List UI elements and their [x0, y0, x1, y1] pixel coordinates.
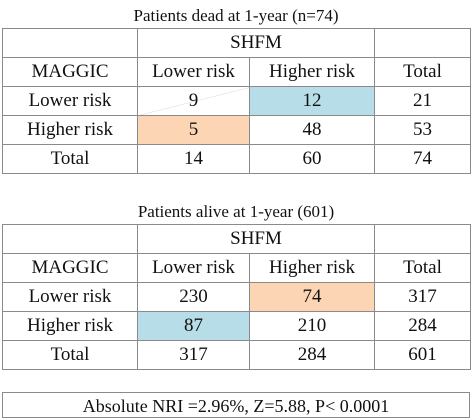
row-label: Total	[2, 144, 138, 174]
col-lower-risk: Lower risk	[137, 253, 250, 283]
col-higher-risk: Higher risk	[249, 57, 375, 87]
col-total: Total	[374, 57, 471, 87]
cell: 74	[374, 144, 471, 174]
cell-highlight-orange: 5	[137, 115, 250, 145]
cell: 14	[137, 144, 250, 174]
empty-cell	[2, 224, 138, 254]
alive-table-block: Patients alive at 1-year (601) SHFM MAGG…	[2, 200, 471, 370]
row-label: Total	[2, 340, 138, 370]
cell: 53	[374, 115, 471, 145]
empty-cell	[2, 28, 138, 58]
col-total: Total	[374, 253, 471, 283]
cell: 284	[374, 311, 471, 341]
cell: 601	[374, 340, 471, 370]
col-higher-risk: Higher risk	[249, 253, 375, 283]
shfm-header: SHFM	[137, 28, 375, 58]
cell: 317	[374, 282, 471, 312]
cell: 284	[249, 340, 375, 370]
cell: 317	[137, 340, 250, 370]
empty-cell	[374, 224, 471, 254]
cell: 21	[374, 86, 471, 116]
dead-table: SHFM MAGGIC Lower risk Higher risk Total…	[2, 28, 471, 174]
dead-table-caption: Patients dead at 1-year (n=74)	[133, 6, 339, 25]
cell: 210	[249, 311, 375, 341]
alive-table: SHFM MAGGIC Lower risk Higher risk Total…	[2, 224, 471, 370]
cell: 48	[249, 115, 375, 145]
cell: 230	[137, 282, 250, 312]
nri-footer: Absolute NRI =2.96%, Z=5.88, P< 0.0001	[2, 392, 470, 418]
row-label: Higher risk	[2, 311, 138, 341]
cell-highlight-blue: 87	[137, 311, 250, 341]
row-label: Higher risk	[2, 115, 138, 145]
cell: 9	[137, 86, 250, 116]
alive-table-caption: Patients alive at 1-year (601)	[137, 202, 335, 221]
shfm-header: SHFM	[137, 224, 375, 254]
empty-cell	[374, 28, 471, 58]
dead-table-block: Patients dead at 1-year (n=74) SHFM MAGG…	[2, 4, 471, 174]
row-label: Lower risk	[2, 282, 138, 312]
maggic-header: MAGGIC	[2, 57, 138, 87]
maggic-header: MAGGIC	[2, 253, 138, 283]
cell-highlight-orange: 74	[249, 282, 375, 312]
cell: 60	[249, 144, 375, 174]
col-lower-risk: Lower risk	[137, 57, 250, 87]
cell-highlight-blue: 12	[249, 86, 375, 116]
row-label: Lower risk	[2, 86, 138, 116]
